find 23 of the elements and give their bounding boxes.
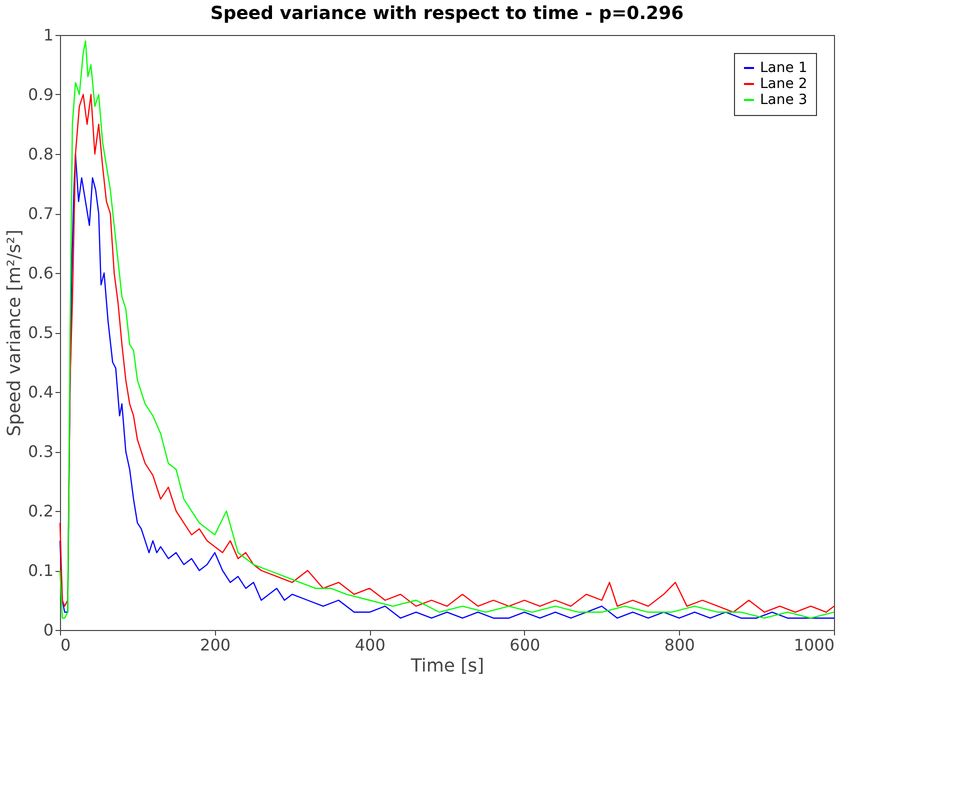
y-tick-label: 0.3 [28, 442, 54, 461]
y-tick-label: 0.8 [28, 144, 54, 164]
x-axis-title: Time [s] [410, 656, 484, 676]
y-tick-label: 0.7 [28, 204, 54, 223]
y-tick-label: 0.2 [28, 502, 54, 520]
x-tick-label: 800 [664, 636, 695, 654]
x-tick-label: 600 [510, 636, 540, 654]
y-tick-label: 0.9 [28, 85, 54, 104]
legend-label: Lane 2 [760, 76, 808, 92]
x-tick-label: 400 [354, 636, 386, 654]
y-tick-label: 0.4 [28, 382, 54, 402]
x-tick-label: 0 [60, 636, 71, 654]
y-tick-label: 1 [43, 26, 54, 44]
x-tick-label: 1000 [794, 636, 834, 654]
legend-label: Lane 3 [760, 92, 808, 108]
y-axis-title: Speed variance [m²/s²] [4, 230, 26, 436]
chart-title: Speed variance with respect to time - p=0.296 [210, 3, 684, 24]
y-tick-label: 0.5 [28, 323, 54, 342]
y-tick-label: 0.6 [28, 264, 54, 282]
y-tick-label: 0 [43, 620, 54, 640]
x-tick-label: 200 [200, 636, 231, 654]
y-tick-label: 0.1 [28, 561, 54, 580]
legend-label: Lane 1 [760, 60, 808, 76]
